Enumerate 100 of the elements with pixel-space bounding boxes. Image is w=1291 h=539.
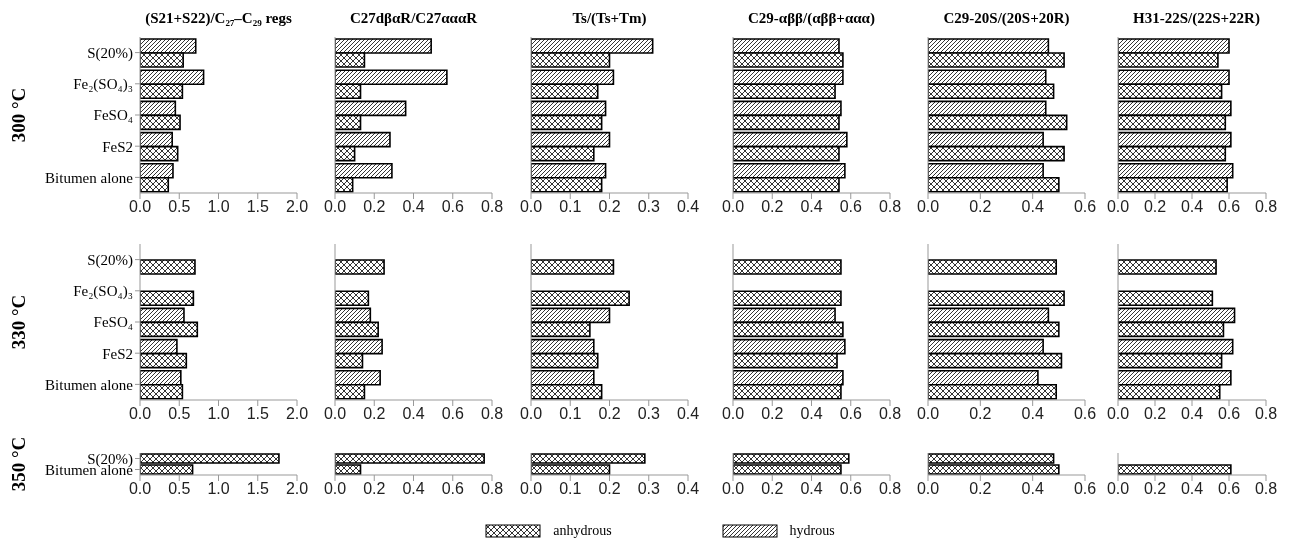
x-tick-label: 0.3 [637,480,660,498]
x-tick-label: 0.6 [1073,405,1097,423]
x-tick-label: 0.2 [1143,198,1167,216]
x-tick-label: 0.2 [598,198,621,216]
y-tick-label: FeS2 [102,138,133,155]
x-tick-label: 0.2 [761,198,784,216]
x-tick-label: 0.6 [441,480,464,498]
x-tick-label: 0.1 [559,405,582,423]
x-tick-label: 0.4 [1180,405,1204,423]
x-tick-label: 0.4 [1021,198,1044,216]
chart-title: (S21+S22)/C₂₇–C₂₉ regs [144,10,293,27]
x-tick-label: 0.8 [878,405,902,423]
x-tick-label: 0.8 [1254,480,1278,498]
x-tick-label: 0.0 [323,405,347,423]
x-tick-label: 0.0 [721,198,745,216]
x-tick-label: 0.5 [168,405,191,423]
x-tick-label: 0.0 [323,198,347,216]
x-tick-label: 0.3 [637,198,660,216]
x-tick-label: 1.5 [246,405,269,423]
x-tick-label: 0.2 [761,480,784,498]
x-tick-label: 0.6 [1217,198,1241,216]
x-tick-label: 1.0 [207,198,230,216]
x-tick-label: 0.4 [800,480,823,498]
x-tick-label: 0.6 [1217,480,1241,498]
chart-title: C27dβαR/C27αααR [348,10,479,27]
x-tick-label: 0.8 [878,480,902,498]
y-axis-title: 300 °C [8,86,30,145]
x-tick-label: 0.2 [363,198,386,216]
x-tick-label: 0.0 [323,480,347,498]
legend-label: anhydrous [553,523,612,539]
x-tick-label: 0.5 [168,198,191,216]
x-tick-label: 0.6 [1073,198,1097,216]
legend-label: hydrous [789,523,835,539]
x-tick-label: 0.6 [839,198,862,216]
x-tick-label: 0.0 [916,198,940,216]
y-tick-label: S(20%) [87,251,133,269]
x-tick-label: 2.0 [285,405,309,423]
x-tick-label: 0.2 [969,198,992,216]
y-tick-label: Fe₂(SO₄)₃ [73,76,133,94]
bar [928,290,1065,306]
y-axis-title: 330 °C [8,293,30,352]
x-tick-label: 0.0 [128,198,152,216]
x-tick-label: 0.8 [1254,198,1278,216]
x-tick-label: 0.4 [1021,405,1044,423]
x-tick-label: 0.4 [402,198,425,216]
bar [1118,259,1217,275]
x-tick-label: 0.0 [721,405,745,423]
bar [928,259,1058,275]
chart-title: H31-22S/(22S+22R) [1132,10,1261,27]
x-tick-label: 0.4 [676,480,700,498]
x-tick-label: 0.4 [402,480,425,498]
y-tick-label: Bitumen alone [45,169,134,186]
chart-title: C29-20S/(20S+20R) [942,10,1071,27]
y-tick-label: Bitumen alone [45,376,134,393]
x-tick-label: 0.2 [363,480,386,498]
x-tick-label: 0.0 [519,480,543,498]
x-tick-label: 0.0 [128,405,152,423]
x-tick-label: 0.2 [1143,480,1167,498]
x-tick-label: 0.0 [916,480,940,498]
x-tick-label: 0.0 [721,480,745,498]
x-tick-label: 0.2 [598,480,621,498]
x-tick-label: 1.0 [207,480,230,498]
x-tick-label: 0.4 [676,198,700,216]
x-tick-label: 0.1 [559,480,582,498]
x-tick-label: 0.0 [519,198,543,216]
x-tick-label: 0.8 [480,480,504,498]
x-tick-label: 0.2 [1143,405,1167,423]
x-tick-label: 0.3 [637,405,660,423]
bar [1118,290,1214,306]
x-tick-label: 0.4 [800,198,823,216]
bar [733,259,842,275]
x-tick-label: 0.0 [128,480,152,498]
x-tick-label: 0.4 [1180,198,1204,216]
x-tick-label: 0.2 [598,405,621,423]
x-tick-label: 0.4 [676,405,700,423]
x-tick-label: 0.0 [1106,480,1130,498]
x-tick-label: 0.2 [363,405,386,423]
x-tick-label: 0.6 [441,405,464,423]
x-tick-label: 0.6 [441,198,464,216]
x-tick-label: 0.6 [839,480,862,498]
y-tick-label: FeSO₄ [93,314,133,331]
x-tick-label: 0.2 [761,405,784,423]
y-tick-label: Fe₂(SO₄)₃ [73,283,133,301]
x-tick-label: 1.5 [246,198,269,216]
bar [335,290,370,306]
bar [733,290,842,306]
bar [531,290,630,306]
x-tick-label: 0.5 [168,480,191,498]
x-tick-label: 0.8 [480,198,504,216]
x-tick-label: 0.8 [480,405,504,423]
x-tick-label: 0.8 [878,198,902,216]
x-tick-label: 0.4 [1180,480,1204,498]
x-tick-label: 2.0 [285,480,309,498]
x-tick-label: 0.4 [402,405,425,423]
x-tick-label: 0.2 [969,480,992,498]
chart-title: Ts/(Ts+Tm) [571,10,648,27]
bar [531,259,615,275]
x-tick-label: 0.1 [559,198,582,216]
x-tick-label: 0.4 [800,405,823,423]
x-tick-label: 0.2 [969,405,992,423]
